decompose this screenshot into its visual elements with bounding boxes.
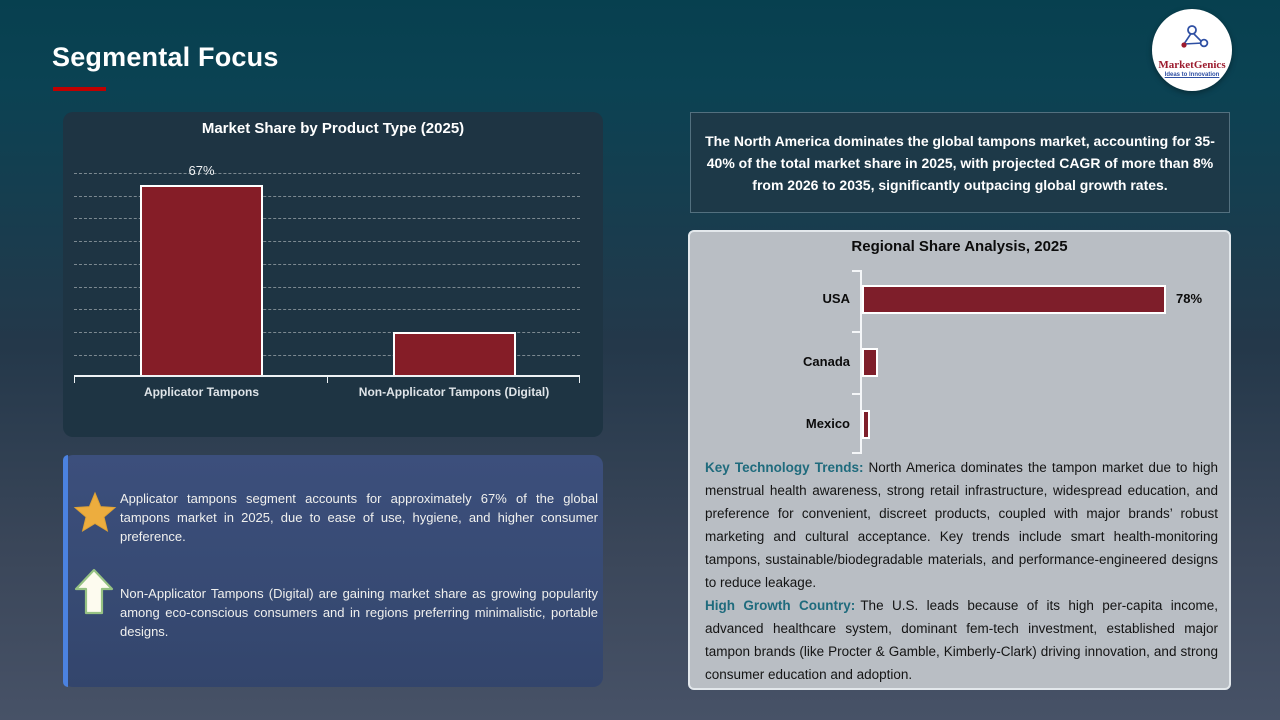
y-axis-tick — [852, 452, 861, 454]
product-chart-plot: 67% Applicator Tampons Non-Applicator Tamp… — [74, 162, 580, 399]
bar-value-label: 67% — [188, 163, 215, 178]
regional-chart-axis — [860, 270, 862, 454]
north-america-headline-text: The North America dominates the global t… — [705, 132, 1215, 193]
gridline — [74, 354, 580, 356]
x-axis-tick — [579, 377, 580, 383]
y-axis-tick — [852, 393, 861, 395]
gridline — [74, 309, 580, 311]
bar-usa — [862, 285, 1166, 314]
insight-text-applicator: Applicator tampons segment accounts for … — [120, 491, 598, 544]
gridline — [74, 286, 580, 288]
key-technology-trends-label: Key Technology Trends: — [705, 460, 864, 475]
x-axis-tick — [327, 377, 328, 383]
bar-value-label: 78% — [1176, 291, 1203, 306]
region-label-mexico: Mexico — [805, 416, 850, 431]
gridline — [74, 218, 580, 220]
up-arrow-icon — [73, 567, 117, 615]
high-growth-country-label: High Growth Country: — [705, 598, 856, 613]
x-axis-tick — [74, 377, 75, 383]
x-axis-category-label: Non-Applicator Tampons (Digital) — [358, 385, 550, 399]
bar-applicator-tampons — [140, 185, 263, 375]
gridline — [74, 195, 580, 197]
regional-chart-title: Regional Share Analysis, 2025 — [851, 238, 1068, 255]
marketgenics-logo: MarketGenics Ideas to Innovation — [1152, 9, 1232, 91]
molecule-icon — [1170, 23, 1214, 58]
product-chart-title: Market Share by Product Type (2025) — [201, 120, 465, 137]
page-title: Segmental Focus — [52, 42, 279, 72]
star-icon — [73, 491, 117, 535]
gridline — [74, 331, 580, 333]
x-axis-category-label: Applicator Tampons — [143, 385, 260, 399]
gridline — [74, 173, 580, 174]
y-axis-tick — [852, 331, 861, 333]
regional-analysis-panel: Regional Share Analysis, 2025 USA 78% Cana… — [688, 230, 1231, 690]
product-share-chart-panel: Market Share by Product Type (2025) 67% A… — [63, 112, 603, 437]
bar-non-applicator-tampons-digital- — [392, 332, 516, 375]
logo-name: MarketGenics — [1158, 58, 1226, 71]
key-technology-trends-body: North America dominates the tampon marke… — [705, 460, 1219, 590]
bar-mexico — [862, 410, 870, 439]
north-america-headline-box: The North America dominates the global t… — [690, 112, 1230, 213]
gridline — [74, 263, 580, 265]
y-axis-tick — [852, 270, 861, 272]
insight-text-non-applicator: Non-Applicator Tampons (Digital) are gai… — [120, 586, 598, 639]
region-label-canada: Canada — [803, 354, 850, 369]
insight-accent-bar — [63, 455, 68, 687]
insight-panel: Applicator tampons segment accounts for … — [63, 455, 603, 687]
high-growth-country-body: The U.S. leads because of its high per-c… — [705, 598, 1219, 682]
regional-chart-plot: USA 78% Canada Mexico — [690, 270, 1229, 454]
title-underline — [53, 87, 106, 91]
logo-tagline: Ideas to Innovation — [1164, 71, 1220, 78]
gridline — [74, 241, 580, 243]
bar-canada — [862, 348, 878, 377]
region-label-usa: USA — [822, 291, 850, 306]
regional-commentary: Key Technology Trends: North America domi… — [705, 456, 1218, 686]
